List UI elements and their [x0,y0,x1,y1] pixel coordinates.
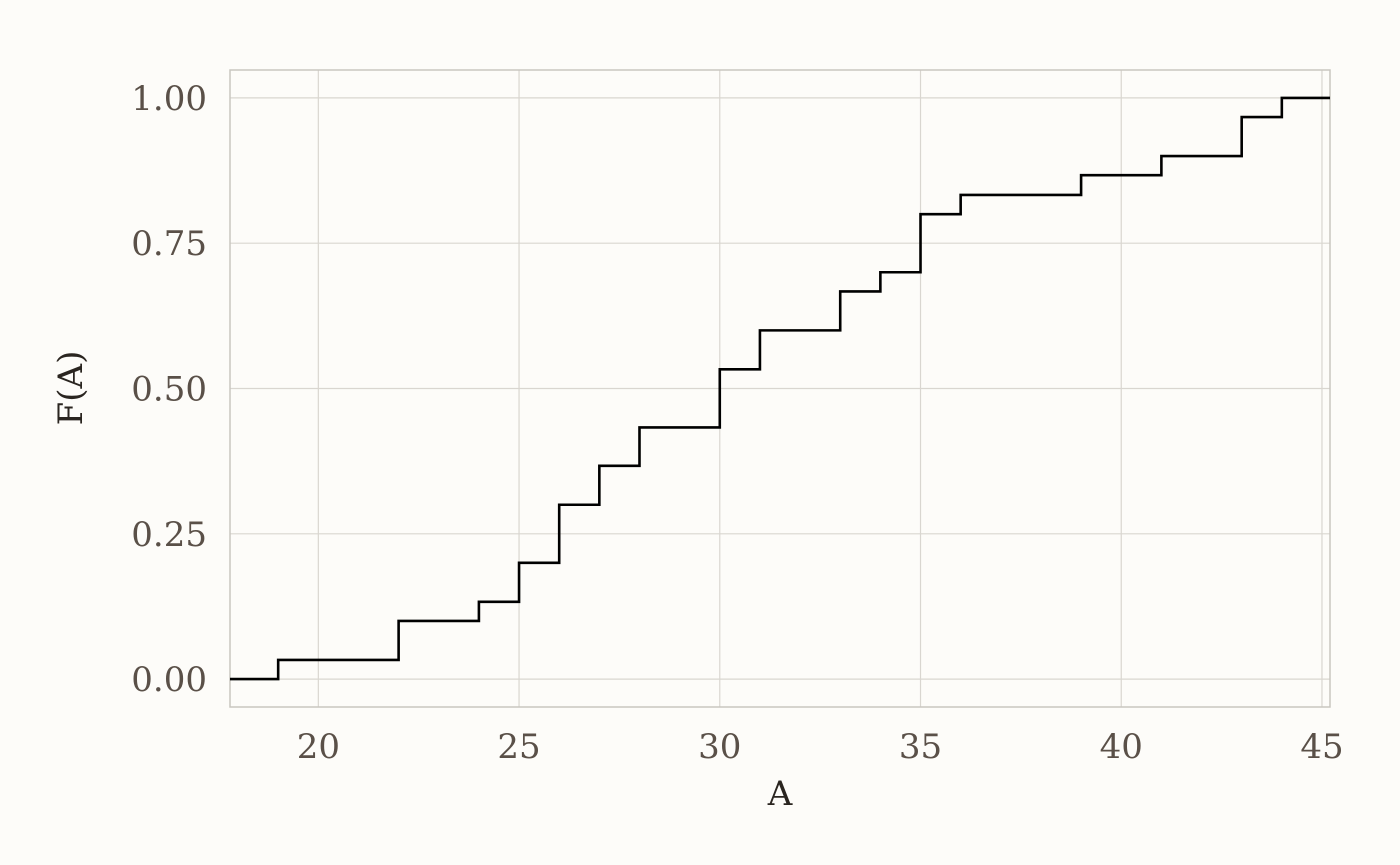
x-tick-label: 45 [1300,727,1343,767]
x-tick-label: 20 [297,727,340,767]
y-tick-label: 0.25 [131,515,207,555]
series-layer [230,96,1330,681]
y-tick-label: 1.00 [131,79,207,119]
x-tick-label: 40 [1100,727,1143,767]
x-axis-ticks: 20 25 30 35 40 45 [297,727,1344,767]
ecdf-step-line [230,96,1330,681]
y-tick-label: 0.00 [131,660,207,700]
x-tick-label: 35 [899,727,942,767]
y-tick-label: 0.50 [131,370,207,410]
plot-panel-border [229,69,1331,708]
x-tick-label: 30 [698,727,741,767]
x-tick-label: 25 [497,727,540,767]
y-axis-title: F(A) [51,351,91,426]
y-tick-label: 0.75 [131,224,207,264]
y-axis-ticks: 0.00 0.25 0.50 0.75 1.00 [131,79,207,700]
grid [230,70,1330,707]
x-axis-title: A [767,774,793,814]
